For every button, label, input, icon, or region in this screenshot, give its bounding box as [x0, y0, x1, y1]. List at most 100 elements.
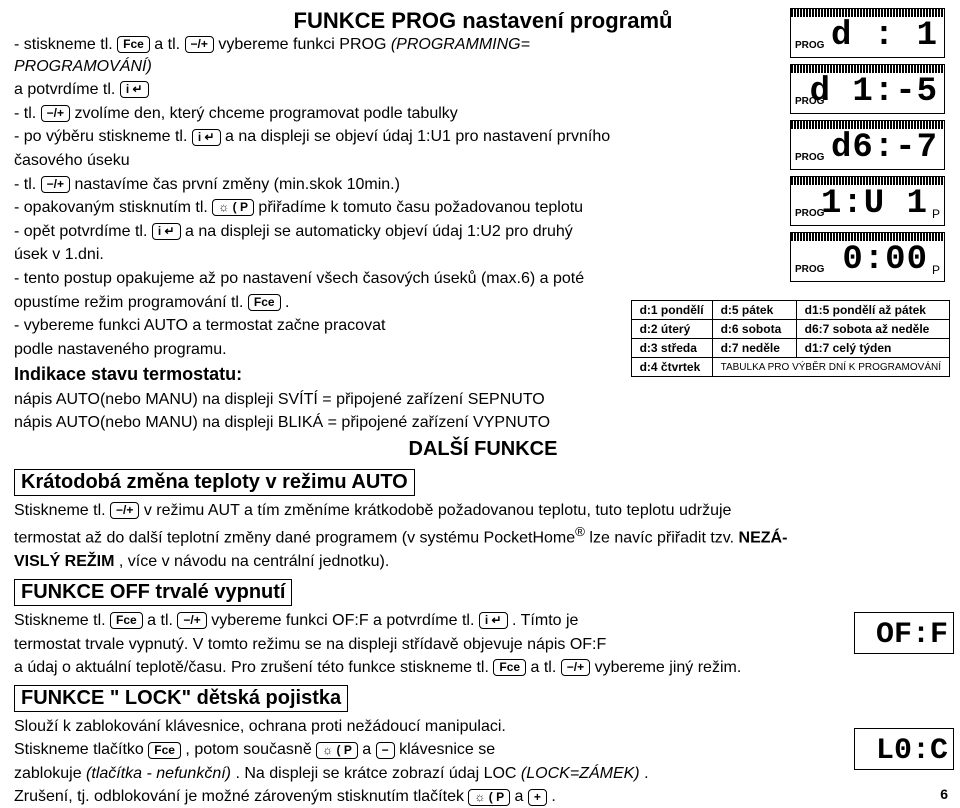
text: - tento postup opakujeme až po nastavení…: [14, 268, 654, 290]
text: a údaj o aktuální teplotě/času. Pro zruš…: [14, 659, 493, 676]
text: vybereme jiný režim.: [595, 659, 742, 676]
lock-block: Slouží k zablokování klávesnice, ochrana…: [14, 716, 954, 808]
text-italic: (LOCK=ZÁMEK): [521, 765, 640, 782]
text: Zrušení, tj. odblokování je možné zárove…: [14, 788, 468, 805]
table-cell: d6:7 sobota až neděle: [796, 320, 949, 339]
off-block: Stiskneme tl. Fce a tl. −/+ vybereme fun…: [14, 610, 954, 679]
text: - opakovaným stisknutím tl.: [14, 199, 212, 216]
lcd-suffix: P: [932, 263, 940, 277]
text: vybereme funkci PROG: [218, 36, 391, 53]
text: a tl.: [531, 659, 561, 676]
text: - tl.: [14, 176, 41, 193]
plusminus-button: −/+: [41, 105, 70, 122]
lcd-tag: PROG: [795, 40, 824, 51]
lcd-digits: OF:F: [876, 618, 948, 652]
text: nastavíme čas první změny (min.skok 10mi…: [74, 176, 399, 193]
kratkodoba-header: Krátodobá změna teploty v režimu AUTO: [14, 469, 415, 496]
text: Stiskneme tl.: [14, 502, 110, 519]
lcd-digits: 1:U 1: [821, 185, 928, 223]
text: , více v návodu na centrální jednotku).: [119, 553, 389, 570]
text: úsek v 1.dni.: [14, 244, 654, 266]
text: .: [551, 788, 555, 805]
text: - po výběru stiskneme tl.: [14, 128, 192, 145]
text: - vybereme funkci AUTO a termostat začne…: [14, 315, 654, 337]
text: .: [644, 765, 648, 782]
text: termostat trvale vypnutý. V tomto režimu…: [14, 634, 794, 656]
text: a potvrdíme tl.: [14, 81, 120, 98]
table-cell: d:5 pátek: [712, 301, 796, 320]
fce-button: Fce: [248, 294, 281, 311]
lock-header: FUNKCE " LOCK" dětská pojistka: [14, 685, 348, 712]
text-bold: NEZÁ-: [739, 530, 788, 547]
text: nápis AUTO(nebo MANU) na displeji SVÍTÍ …: [14, 389, 794, 411]
text: a na displeji se automaticky objeví údaj…: [185, 223, 573, 240]
text: Stiskneme tlačítko: [14, 741, 148, 758]
text: zablokuje: [14, 765, 86, 782]
table-cell: d:2 úterý: [631, 320, 712, 339]
text: nápis AUTO(nebo MANU) na displeji BLIKÁ …: [14, 412, 794, 434]
sunp-button: ☼ ( P: [468, 789, 510, 806]
plus-button: +: [528, 789, 547, 806]
table-row: d:1 pondělí d:5 pátek d1:5 pondělí až pá…: [631, 301, 949, 320]
text: - tl.: [14, 105, 41, 122]
page-number: 6: [940, 786, 948, 802]
lcd-display: PROG 0:00 P: [790, 232, 945, 282]
text: Slouží k zablokování klávesnice, ochrana…: [14, 716, 794, 738]
day-table: d:1 pondělí d:5 pátek d1:5 pondělí až pá…: [631, 300, 950, 377]
text: .: [285, 294, 289, 311]
text: - opět potvrdíme tl.: [14, 223, 152, 240]
text: . Na displeji se krátce zobrazí údaj LOC: [235, 765, 520, 782]
instruction-block: - stiskneme tl. Fce a tl. −/+ vybereme f…: [14, 34, 654, 360]
text-bold: VISLÝ REŽIM: [14, 553, 114, 570]
text: podle nastaveného programu.: [14, 339, 654, 361]
table-cell: d:4 čtvrtek: [631, 358, 712, 377]
i-button: i ↵: [152, 223, 181, 240]
text: a tl.: [147, 612, 177, 629]
lcd-tag: PROG: [795, 152, 824, 163]
table-cell: d:3 středa: [631, 339, 712, 358]
off-header: FUNKCE OFF trvalé vypnutí: [14, 579, 292, 606]
text: - stiskneme tl.: [14, 36, 117, 53]
plusminus-button: −/+: [177, 612, 206, 629]
lcd-display: PROG d : 1: [790, 8, 945, 58]
text: a: [362, 741, 375, 758]
text: termostat až do další teplotní změny dan…: [14, 530, 575, 547]
table-cell: d:7 neděle: [712, 339, 796, 358]
text-italic: (tlačítka - nefunkční): [86, 765, 231, 782]
plusminus-button: −/+: [561, 659, 590, 676]
text: časového úseku: [14, 150, 654, 172]
table-row: d:3 středa d:7 neděle d1:7 celý týden: [631, 339, 949, 358]
text: lze navíc přiřadit tzv.: [589, 530, 738, 547]
fce-button: Fce: [117, 36, 150, 53]
lcd-suffix: P: [932, 207, 940, 221]
text: Stiskneme tl.: [14, 612, 110, 629]
table-cell: d1:5 pondělí až pátek: [796, 301, 949, 320]
sunp-button: ☼ ( P: [316, 742, 358, 759]
text: , potom současně: [185, 741, 316, 758]
text: a na displeji se objeví údaj 1:U1 pro na…: [225, 128, 610, 145]
minus-button: −: [376, 742, 395, 759]
text: přiřadíme k tomuto času požadovanou tepl…: [258, 199, 583, 216]
table-caption: TABULKA PRO VÝBĚR DNÍ K PROGRAMOVÁNÍ: [712, 358, 949, 377]
text: v režimu AUT a tím změníme krátkodobě po…: [144, 502, 732, 519]
lcd-lock: L0:C: [854, 728, 954, 770]
lcd-digits: L0:C: [876, 734, 948, 768]
text: zvolíme den, který chceme programovat po…: [74, 105, 457, 122]
i-button: i ↵: [479, 612, 508, 629]
sunp-button: ☼ ( P: [212, 199, 254, 216]
plusminus-button: −/+: [110, 502, 139, 519]
fce-button: Fce: [148, 742, 181, 759]
table-cell: d:1 pondělí: [631, 301, 712, 320]
table-row: d:4 čtvrtek TABULKA PRO VÝBĚR DNÍ K PROG…: [631, 358, 949, 377]
lcd-digits: d 1:-5: [810, 73, 938, 111]
text: vybereme funkci OF:F a potvrdíme tl.: [211, 612, 479, 629]
table-row: d:2 úterý d:6 sobota d6:7 sobota až nedě…: [631, 320, 949, 339]
main-title: FUNKCE PROG nastavení programů: [194, 8, 772, 34]
lcd-display: PROG d 1:-5: [790, 64, 945, 114]
lcd-digits: d : 1: [831, 17, 938, 55]
lcd-digits: 0:00: [842, 241, 928, 279]
reg-mark: ®: [575, 524, 585, 539]
text: . Tímto je: [512, 612, 578, 629]
text: klávesnice se: [399, 741, 495, 758]
table-cell: d:6 sobota: [712, 320, 796, 339]
